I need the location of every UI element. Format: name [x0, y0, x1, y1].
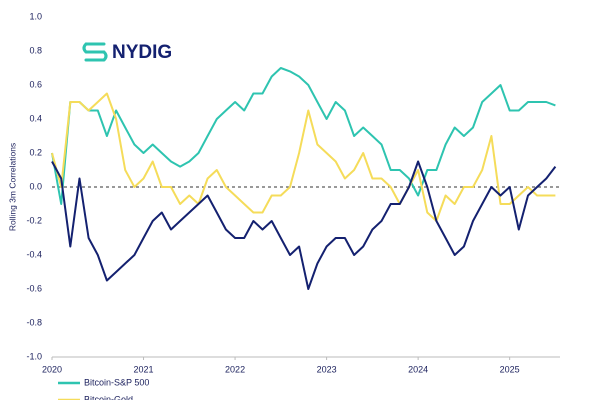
x-tick-label: 2022: [225, 364, 245, 374]
x-tick-label: 2020: [42, 364, 62, 374]
series-line: [51, 160, 557, 290]
y-tick-label: -1.0: [26, 351, 42, 361]
y-tick-label: 0.2: [29, 147, 42, 157]
y-tick-label: -0.2: [26, 215, 42, 225]
y-tick-label: 0.6: [29, 79, 42, 89]
y-tick-label: -0.6: [26, 283, 42, 293]
y-tick-label: 0.0: [29, 181, 42, 191]
logo-icon: [82, 42, 108, 62]
y-tick-label: -0.4: [26, 249, 42, 259]
y-tick-label: 0.8: [29, 45, 42, 55]
legend-label: Bitcoin-Gold: [84, 394, 133, 400]
y-tick-label: 0.4: [29, 113, 42, 123]
x-tick-label: 2024: [408, 364, 428, 374]
y-tick-label: -0.8: [26, 317, 42, 327]
series-line: [51, 92, 556, 222]
y-axis-label: Rolling 3m Correlations: [7, 143, 17, 231]
y-tick-label: 1.0: [29, 11, 42, 21]
logo-text: NYDIG: [112, 42, 172, 63]
legend-label: Bitcoin-S&P 500: [84, 377, 149, 387]
x-tick-label: 2021: [134, 364, 154, 374]
x-tick-label: 2025: [500, 364, 520, 374]
x-tick-label: 2023: [317, 364, 337, 374]
series-line: [51, 67, 556, 205]
